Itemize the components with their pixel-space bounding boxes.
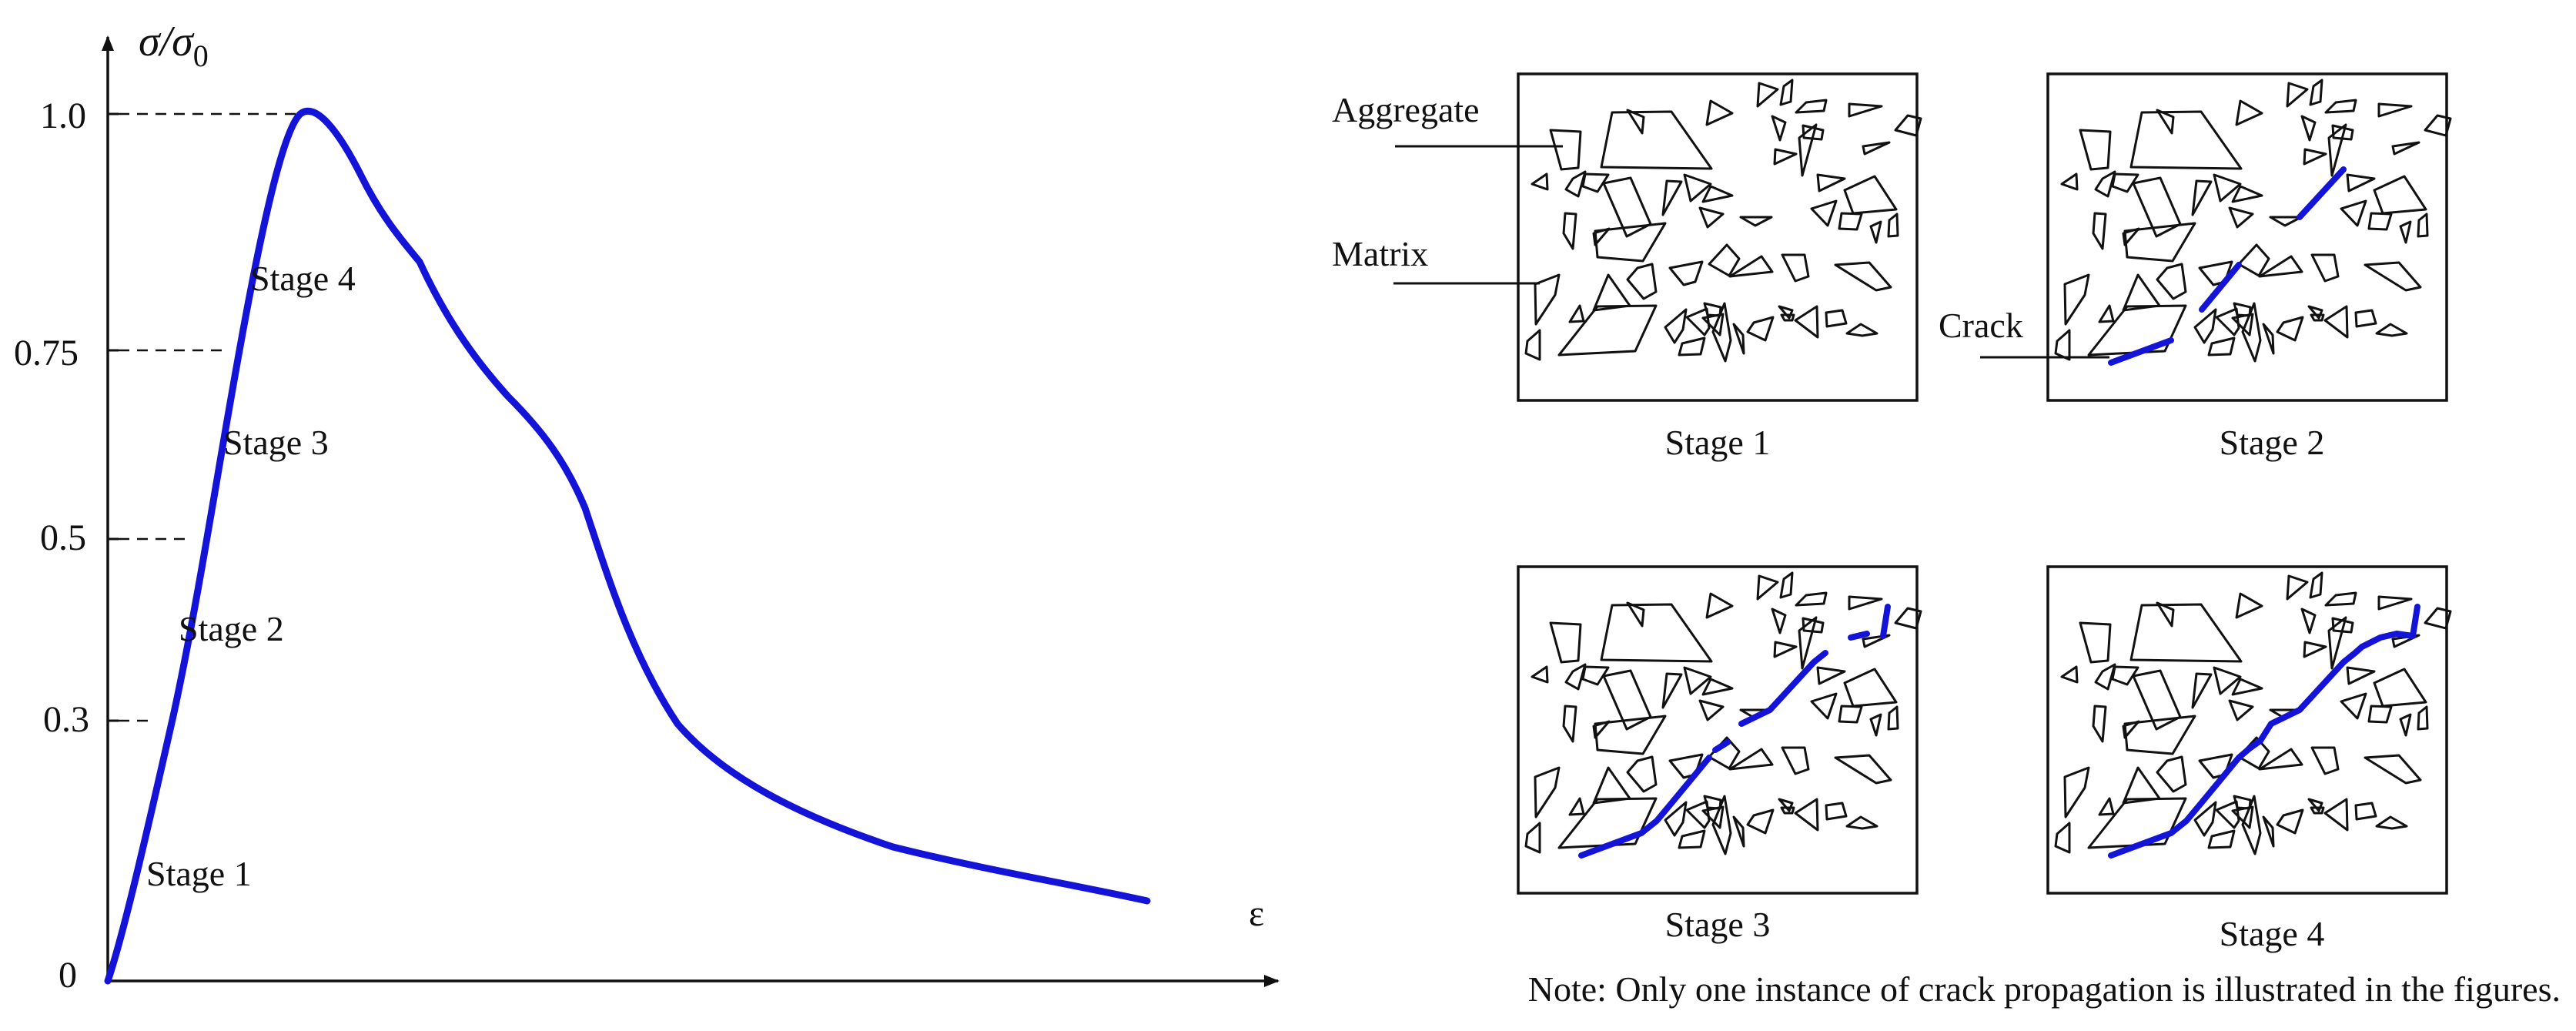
stress-strain-chart: σ/σ0 ε 0 0.3 0.5 0.75 1.0 Stage 1 Stage … bbox=[14, 18, 1280, 996]
diagram-stage-1 bbox=[1517, 72, 1922, 402]
diagram-stage-2 bbox=[2046, 72, 2452, 402]
aggregate-label: Aggregate bbox=[1332, 90, 1480, 129]
specimen-box bbox=[2046, 565, 2448, 895]
figure-note: Note: Only one instance of crack propaga… bbox=[1528, 969, 2561, 1009]
crack-segment bbox=[2297, 166, 2347, 220]
caption-stage-2: Stage 2 bbox=[2220, 423, 2325, 462]
crack-segment bbox=[1880, 604, 1891, 639]
crack-segment bbox=[2108, 337, 2174, 366]
crack-label: Crack bbox=[1939, 306, 2023, 345]
stress-strain-curve bbox=[104, 107, 1151, 985]
diagram-stage-4 bbox=[2046, 565, 2452, 895]
stage-label-2: Stage 2 bbox=[179, 609, 284, 648]
aggregate-particles bbox=[1524, 79, 1922, 363]
tick-label-1.0: 1.0 bbox=[40, 95, 86, 136]
aggregate-particles bbox=[2054, 571, 2452, 855]
y-ticks: 0.3 0.5 0.75 1.0 bbox=[14, 95, 296, 740]
stage-label-1: Stage 1 bbox=[146, 854, 252, 893]
crack-segment bbox=[1738, 650, 1828, 727]
caption-stage-1: Stage 1 bbox=[1665, 423, 1771, 462]
specimen-box bbox=[2046, 72, 2448, 402]
y-axis-label: σ/σ0 bbox=[139, 18, 209, 73]
aggregate-particles bbox=[1524, 571, 1922, 855]
caption-stage-3: Stage 3 bbox=[1665, 905, 1771, 944]
crack-segment bbox=[1848, 631, 1870, 641]
y-axis-label-subscript: 0 bbox=[193, 38, 209, 73]
diagram-stage-3 bbox=[1517, 565, 1922, 895]
crack-segment bbox=[1712, 739, 1731, 753]
stage-label-3: Stage 3 bbox=[223, 423, 329, 462]
matrix-label: Matrix bbox=[1332, 234, 1428, 273]
origin-label: 0 bbox=[59, 955, 77, 996]
crack-path bbox=[2108, 604, 2420, 859]
aggregate-particles bbox=[2054, 79, 2452, 363]
specimen-box bbox=[1517, 565, 1919, 895]
tick-label-0.3: 0.3 bbox=[43, 699, 89, 740]
stage-label-4: Stage 4 bbox=[250, 259, 356, 298]
x-axis-label: ε bbox=[1249, 893, 1264, 934]
caption-stage-4: Stage 4 bbox=[2220, 914, 2325, 953]
crack-segment bbox=[2199, 262, 2242, 313]
crack-path bbox=[1578, 755, 1712, 859]
tick-label-0.5: 0.5 bbox=[40, 517, 86, 558]
tick-label-0.75: 0.75 bbox=[14, 333, 79, 373]
specimen-box bbox=[1517, 72, 1919, 402]
crack-diagrams: Stage 1 Aggregate Matrix Stage 2 Crack S… bbox=[1332, 72, 2561, 1009]
